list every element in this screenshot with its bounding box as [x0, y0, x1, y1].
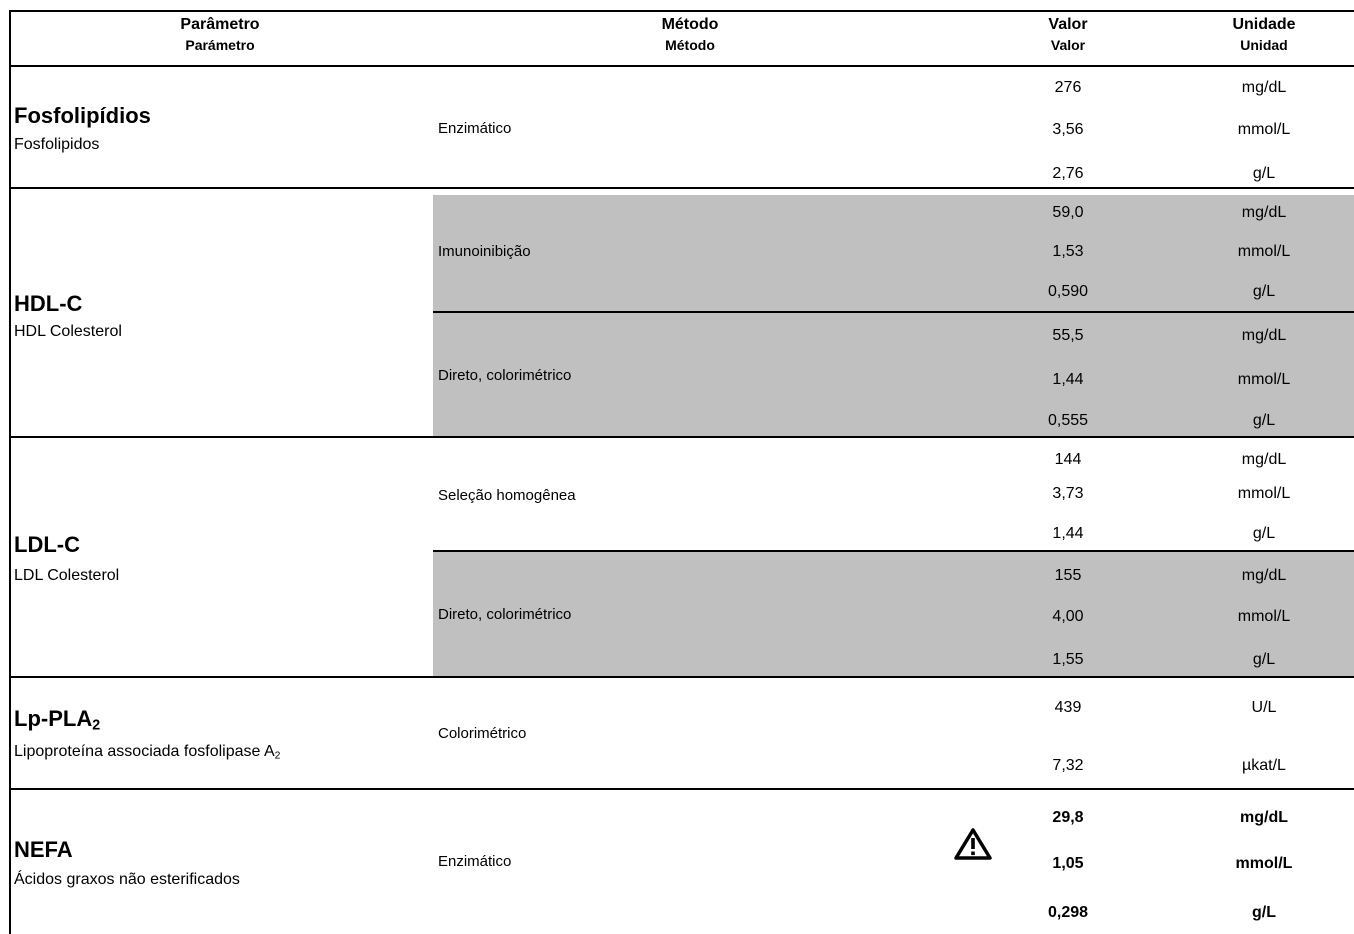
parameter-subtitle-lppla2: Lipoproteína associada fosfolipase A2 [14, 742, 280, 762]
header-metodo: Método Método [620, 16, 760, 54]
shade-hdl-direto [433, 313, 1354, 436]
parameter-name-lppla2: Lp-PLA2 [14, 706, 101, 734]
unit-cell: g/L [1252, 412, 1276, 429]
unit-cell: mmol/L [1237, 485, 1291, 502]
value-cell: 0,555 [1047, 412, 1089, 429]
row-divider [9, 436, 1354, 438]
value-cell: 144 [1054, 451, 1082, 468]
value-cell: 0,590 [1047, 283, 1089, 300]
value-cell: 29,8 [1052, 809, 1084, 826]
method-label: Direto, colorimétrico [438, 606, 572, 623]
header-metodo-pt: Método [661, 16, 719, 33]
unit-cell: mg/dL [1241, 204, 1287, 221]
value-cell: 439 [1054, 699, 1082, 716]
parameter-subtitle-fosfolipidios: Fosfolipidos [14, 136, 100, 153]
parameter-name-text: Lp-PLA [14, 706, 93, 731]
value-cell: 276 [1054, 79, 1082, 96]
value-cell: 1,44 [1052, 371, 1084, 388]
shade-hdl-imunoinibicao [433, 195, 1354, 312]
value-cell: 1,55 [1052, 651, 1084, 668]
method-label: Direto, colorimétrico [438, 367, 572, 384]
method-divider [433, 550, 1354, 552]
value-cell: 55,5 [1052, 327, 1084, 344]
value-cell: 155 [1054, 567, 1082, 584]
header-parametro: Parâmetro Parámetro [150, 16, 290, 54]
parameter-subtitle-text: Lipoproteína associada fosfolipase A [14, 743, 275, 760]
parameter-name-ldl: LDL-C [14, 532, 80, 557]
header-valor-pt: Valor [1048, 16, 1088, 33]
method-divider [433, 311, 1354, 313]
unit-cell: µkat/L [1242, 757, 1286, 774]
value-cell: 59,0 [1052, 204, 1084, 221]
value-cell: 0,298 [1047, 904, 1089, 921]
unit-cell: g/L [1252, 283, 1276, 300]
unit-cell: g/L [1252, 651, 1276, 668]
unit-cell: mg/dL [1241, 327, 1287, 344]
parameter-name-fosfolipidios: Fosfolipídios [14, 103, 151, 128]
value-cell: 7,32 [1052, 757, 1084, 774]
unit-cell: g/L [1252, 165, 1276, 182]
shade-ldl-direto [433, 552, 1354, 677]
header-valor-es: Valor [1050, 37, 1086, 53]
header-parametro-es: Parámetro [185, 37, 255, 53]
row-divider [9, 676, 1354, 678]
unit-cell: mg/dL [1241, 79, 1287, 96]
unit-cell: g/L [1252, 525, 1276, 542]
table-left-border [9, 10, 11, 934]
value-cell: 1,53 [1052, 243, 1084, 260]
unit-cell: g/L [1252, 904, 1276, 921]
unit-cell: U/L [1251, 699, 1277, 716]
method-label: Enzimático [438, 853, 512, 870]
method-label: Imunoinibição [438, 243, 531, 260]
header-parametro-pt: Parâmetro [180, 16, 260, 33]
parameter-subtitle-subscript: 2 [274, 750, 281, 762]
parameter-subtitle-ldl: LDL Colesterol [14, 567, 120, 584]
value-cell: 2,76 [1052, 165, 1084, 182]
parameter-name-hdl: HDL-C [14, 291, 83, 316]
parameter-name-subscript: 2 [92, 717, 101, 734]
parameter-name-nefa: NEFA [14, 837, 73, 862]
unit-cell: mmol/L [1237, 371, 1291, 388]
unit-cell: mmol/L [1237, 121, 1291, 138]
parameter-subtitle-nefa: Ácidos graxos não esterificados [14, 871, 240, 888]
header-divider [9, 65, 1354, 67]
unit-cell: mmol/L [1237, 243, 1291, 260]
row-divider [9, 187, 1354, 189]
unit-cell: mg/dL [1240, 809, 1288, 826]
value-cell: 3,56 [1052, 121, 1084, 138]
value-cell: 1,44 [1052, 525, 1084, 542]
value-cell: 1,05 [1052, 855, 1084, 872]
header-unidade-pt: Unidade [1232, 16, 1296, 33]
table-top-border [9, 10, 1354, 12]
parameter-subtitle-hdl: HDL Colesterol [14, 323, 122, 340]
value-cell: 4,00 [1052, 608, 1084, 625]
unit-cell: mmol/L [1235, 855, 1293, 872]
warning-triangle-icon [954, 828, 992, 860]
method-label: Colorimétrico [438, 725, 527, 742]
row-divider [9, 788, 1354, 790]
header-unidade-es: Unidad [1240, 37, 1288, 53]
value-cell: 3,73 [1052, 485, 1084, 502]
header-valor: Valor Valor [1016, 16, 1120, 54]
unit-cell: mg/dL [1241, 567, 1287, 584]
header-metodo-es: Método [665, 37, 715, 53]
method-label: Seleção homogênea [438, 487, 576, 504]
unit-cell: mmol/L [1237, 608, 1291, 625]
unit-cell: mg/dL [1241, 451, 1287, 468]
header-unidade: Unidade Unidad [1214, 16, 1314, 54]
method-label: Enzimático [438, 120, 512, 137]
